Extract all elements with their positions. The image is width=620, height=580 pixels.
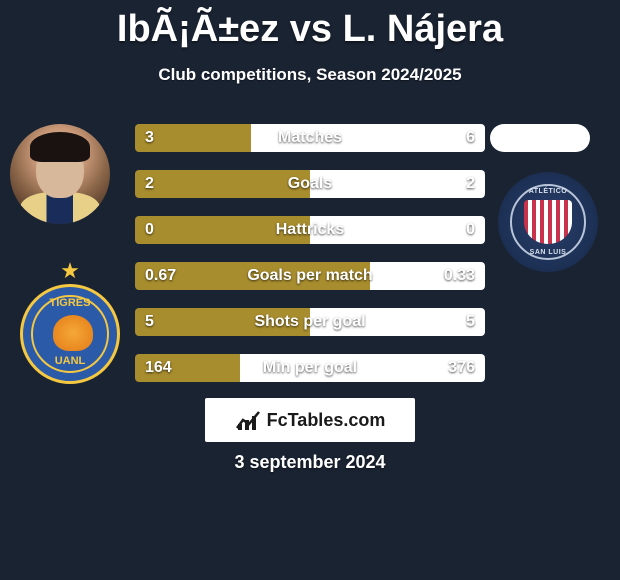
stats-container: 36Matches 22Goals 00Hattricks 0.670.33Goals…: [135, 124, 485, 400]
tiger-icon: [53, 315, 93, 351]
player-right-avatar: [490, 124, 590, 152]
player-left-hair: [30, 132, 90, 162]
club-right-sub: SAN LUIS: [498, 249, 598, 256]
club-right-shield-icon: [524, 200, 572, 244]
player-right-club-badge: ATLÉTICO SAN LUIS: [498, 172, 598, 272]
date-label: 3 september 2024: [0, 452, 620, 473]
stat-row: 22Goals: [135, 170, 485, 198]
club-right-name: ATLÉTICO: [498, 188, 598, 195]
stat-label: Min per goal: [135, 354, 485, 382]
player-left-club-badge: ★ TIGRES UANL: [20, 258, 120, 386]
stat-row: 0.670.33Goals per match: [135, 262, 485, 290]
stat-row: 164376Min per goal: [135, 354, 485, 382]
player-left-avatar: [10, 124, 110, 224]
club-left-sub: UANL: [23, 355, 117, 367]
brand-chart-icon: [235, 408, 261, 432]
brand-box[interactable]: FcTables.com: [205, 398, 415, 442]
star-icon: ★: [20, 258, 120, 284]
stat-row: 55Shots per goal: [135, 308, 485, 336]
subtitle: Club competitions, Season 2024/2025: [0, 65, 620, 85]
stat-label: Hattricks: [135, 216, 485, 244]
stat-row: 00Hattricks: [135, 216, 485, 244]
page-title: IbÃ¡Ã±ez vs L. Nájera: [0, 0, 620, 51]
club-left-name: TIGRES: [23, 297, 117, 309]
stat-label: Goals per match: [135, 262, 485, 290]
stat-label: Shots per goal: [135, 308, 485, 336]
club-left-circle: TIGRES UANL: [20, 284, 120, 384]
brand-label: FcTables.com: [267, 410, 386, 431]
stat-label: Goals: [135, 170, 485, 198]
stat-label: Matches: [135, 124, 485, 152]
stat-row: 36Matches: [135, 124, 485, 152]
